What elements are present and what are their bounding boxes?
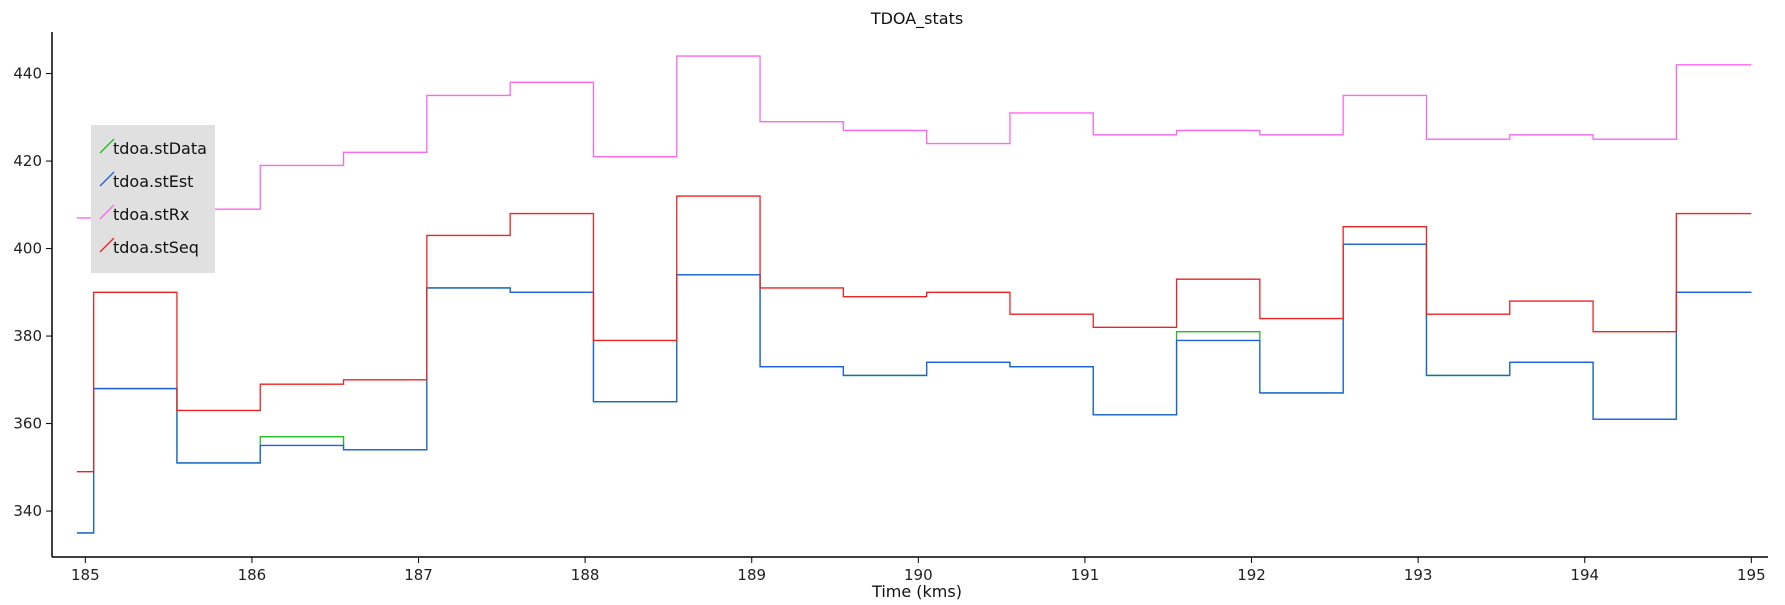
series-line-tdoa-stRx xyxy=(76,55,1752,219)
x-tick-label: 191 xyxy=(1071,566,1100,584)
y-tick-label: 340 xyxy=(13,502,42,520)
legend-box xyxy=(91,125,215,273)
legend: tdoa.stData tdoa.stEst tdoa.stRx tdoa.stSeq xyxy=(91,125,215,273)
legend-label: tdoa.stEst xyxy=(113,172,193,191)
legend-label: tdoa.stSeq xyxy=(113,238,199,257)
x-tick-label: 190 xyxy=(904,566,933,584)
x-tick-label: 186 xyxy=(238,566,267,584)
x-tick-label: 193 xyxy=(1404,566,1433,584)
y-tick-label: 380 xyxy=(13,327,42,345)
plot-area xyxy=(76,55,1752,534)
legend-swatch xyxy=(99,138,115,154)
y-tick-label: 440 xyxy=(13,65,42,83)
y-ticks: 340 360 380 400 420 440 xyxy=(13,65,52,520)
legend-swatch xyxy=(99,237,115,253)
chart-title: TDOA_stats xyxy=(870,9,963,29)
legend-label: tdoa.stRx xyxy=(113,205,189,224)
x-tick-label: 187 xyxy=(404,566,433,584)
x-tick-label: 189 xyxy=(737,566,766,584)
x-tick-label: 185 xyxy=(71,566,100,584)
y-tick-label: 400 xyxy=(13,240,42,258)
x-tick-label: 192 xyxy=(1237,566,1266,584)
y-tick-label: 360 xyxy=(13,415,42,433)
y-tick-label: 420 xyxy=(13,152,42,170)
x-tick-label: 188 xyxy=(571,566,600,584)
series-line-tdoa-stEst xyxy=(76,243,1752,534)
x-tick-label: 194 xyxy=(1570,566,1599,584)
legend-swatch xyxy=(99,204,115,220)
x-axis-label: Time (kms) xyxy=(871,582,962,601)
legend-label: tdoa.stData xyxy=(113,139,207,158)
series-line-tdoa-stSeq xyxy=(76,195,1752,473)
x-ticks: 185 186 187 188 189 190 191 192 193 194 195 xyxy=(71,557,1766,584)
x-tick-label: 195 xyxy=(1737,566,1766,584)
series-line-tdoa-stData xyxy=(76,243,1752,534)
legend-swatch xyxy=(99,171,115,187)
